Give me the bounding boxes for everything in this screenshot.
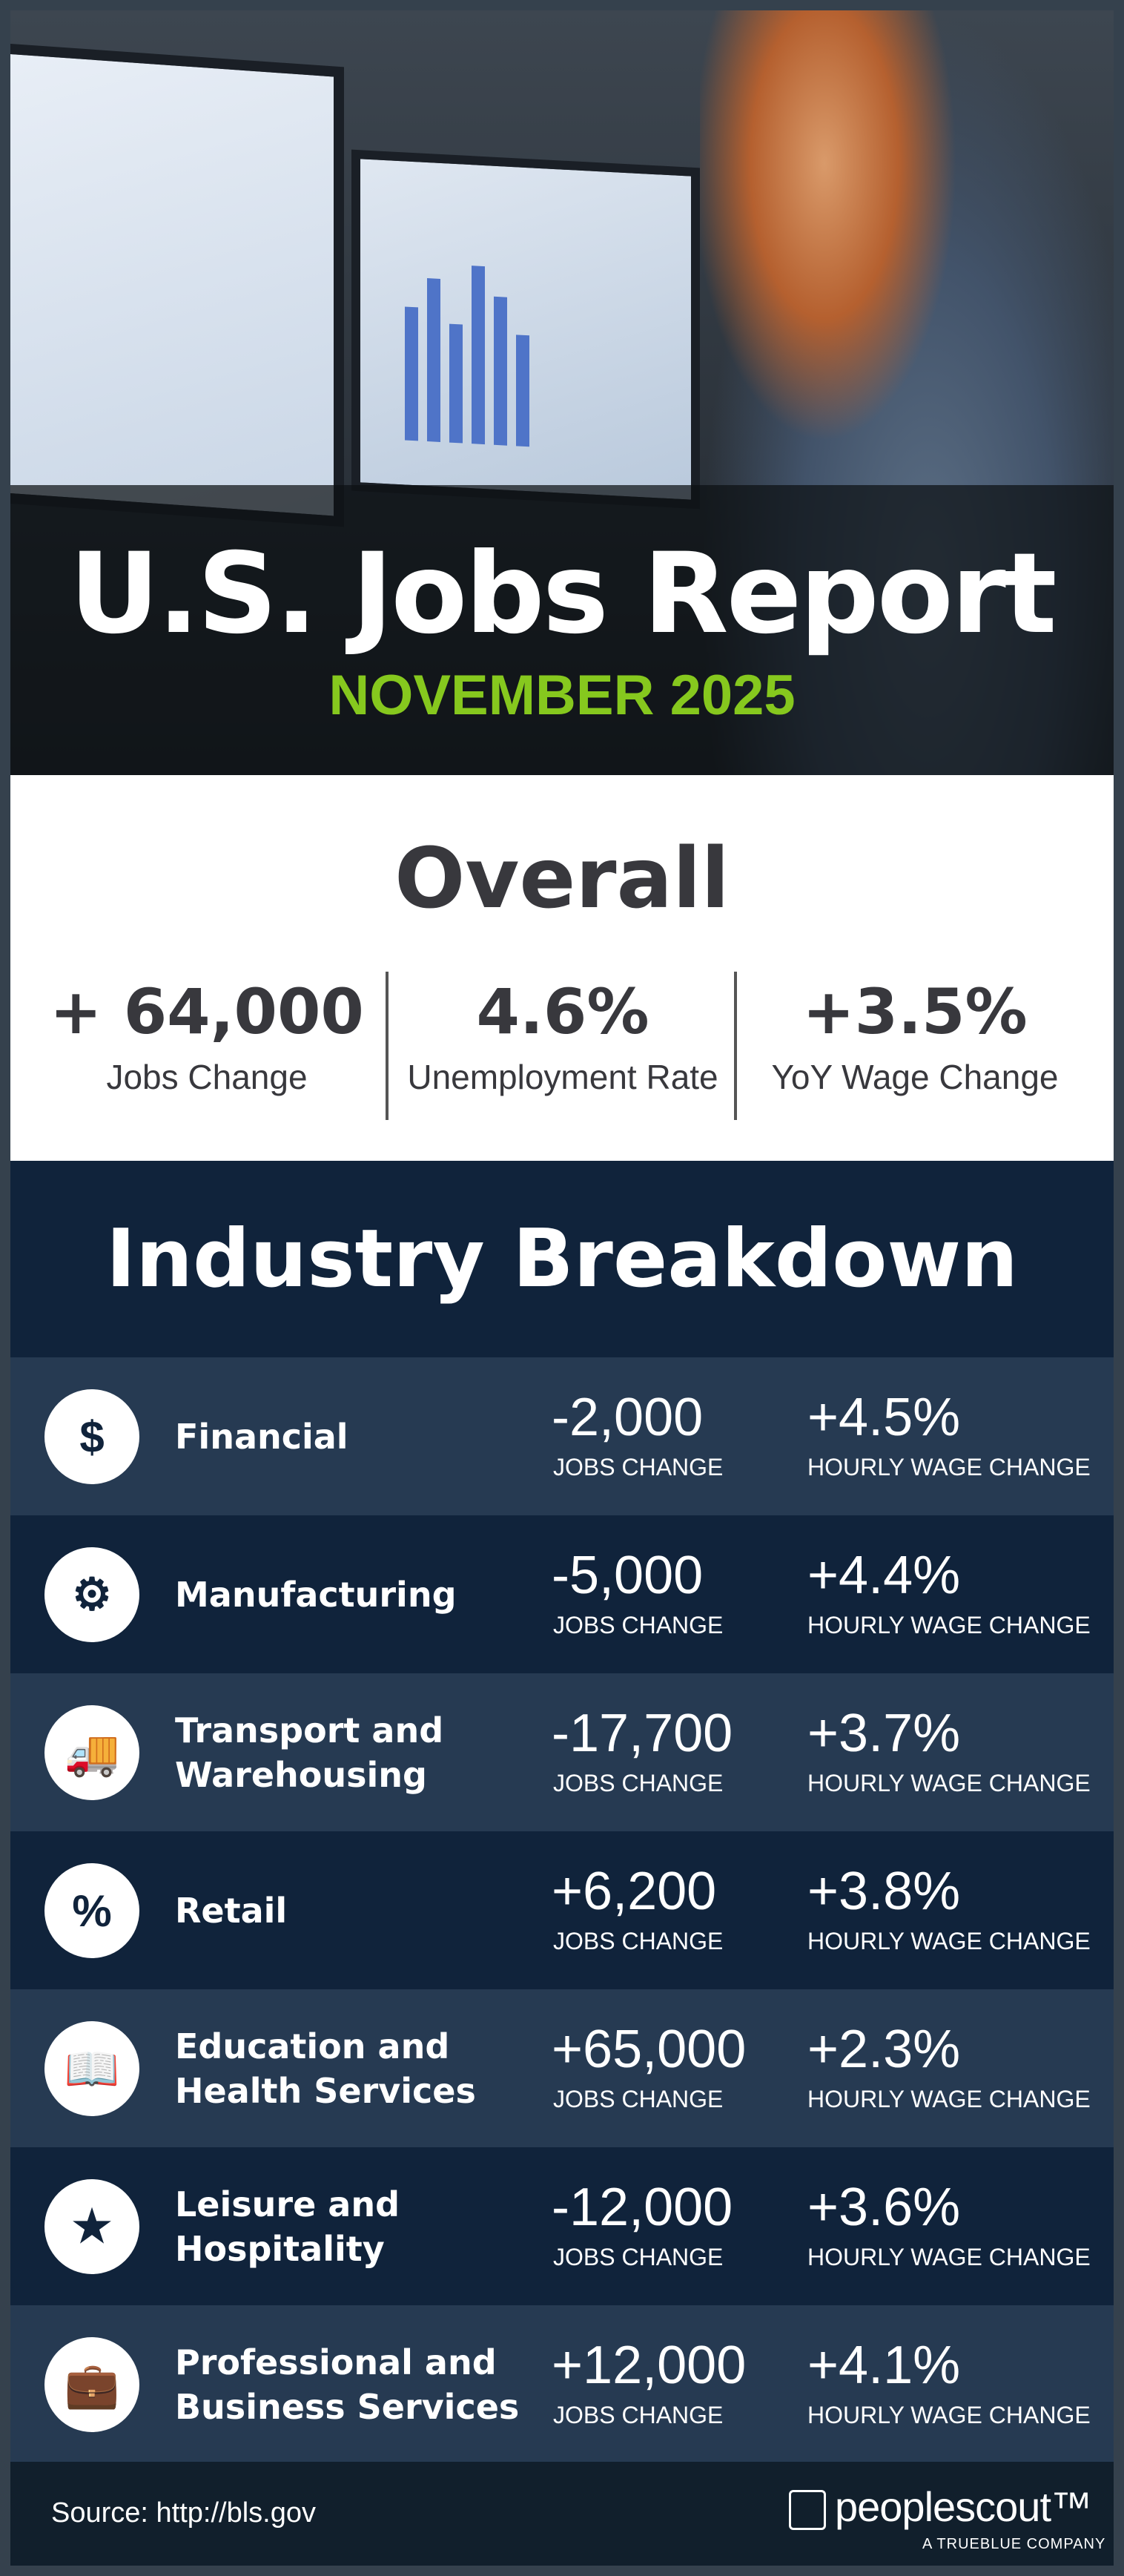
divider	[386, 972, 389, 1120]
wage-change-value: +4.1%	[807, 2336, 961, 2395]
jobs-change-value: -2,000	[552, 1388, 704, 1447]
source-text: Source: http://bls.gov	[51, 2497, 316, 2529]
footer: Source: http://bls.gov peoplescout™ A TR…	[10, 2462, 1114, 2566]
stat-unemployment: 4.6% Unemployment Rate	[389, 975, 737, 1097]
price-tag-icon: %	[44, 1863, 139, 1958]
industry-name: Education and Health Services	[175, 2026, 476, 2111]
wage-change-value: +3.8%	[807, 1862, 961, 1921]
stat-label: YoY Wage Change	[771, 1058, 1059, 1096]
hero-photo: U.S. Jobs Report NOVEMBER 2025	[10, 10, 1114, 775]
stat-value: + 64,000	[50, 975, 364, 1048]
industry-row: 💼 Professional and Business Services +12…	[10, 2305, 1114, 2463]
jobs-change-label: JOBS CHANGE	[553, 2244, 724, 2270]
page-title: U.S. Jobs Report	[69, 530, 1057, 659]
jobs-change-value: -5,000	[552, 1546, 704, 1605]
stat-label: Unemployment Rate	[407, 1058, 718, 1096]
wage-change-label: HOURLY WAGE CHANGE	[807, 1928, 1091, 1954]
jobs-change-value: -12,000	[552, 2178, 733, 2237]
overall-title: Overall	[394, 831, 730, 927]
wage-change-label: HOURLY WAGE CHANGE	[807, 1454, 1091, 1480]
industry-title: Industry Breakdown	[10, 1161, 1114, 1357]
jobs-change-label: JOBS CHANGE	[553, 1454, 724, 1480]
wage-change-value: +3.7%	[807, 1704, 961, 1763]
jobs-change-value: -17,700	[552, 1704, 733, 1763]
stat-jobs: + 64,000 Jobs Change	[33, 975, 381, 1097]
bed-stars-icon: ★	[44, 2179, 139, 2274]
overall-section: Overall + 64,000 Jobs Change 4.6% Unemploy…	[10, 775, 1114, 1161]
jobs-change-value: +65,000	[552, 2020, 747, 2079]
jobs-change-label: JOBS CHANGE	[553, 2086, 724, 2112]
industry-name: Transport and Warehousing	[175, 1710, 444, 1795]
industry-row: ⚙ Manufacturing -5,000 JOBS CHANGE +4.4%…	[10, 1515, 1114, 1673]
truck-icon: 🚚	[44, 1705, 139, 1800]
gear-wrench-icon: ⚙	[44, 1547, 139, 1642]
jobs-change-value: +6,200	[552, 1862, 717, 1921]
industry-name: Retail	[175, 1890, 288, 1931]
industry-row: ★ Leisure and Hospitality -12,000 JOBS C…	[10, 2147, 1114, 2305]
wage-change-value: +4.4%	[807, 1546, 961, 1605]
wage-change-value: +4.5%	[807, 1388, 961, 1447]
wage-change-label: HOURLY WAGE CHANGE	[807, 2244, 1091, 2270]
industry-row: % Retail +6,200 JOBS CHANGE +3.8% HOURLY…	[10, 1831, 1114, 1989]
jobs-change-label: JOBS CHANGE	[553, 2402, 724, 2428]
monitor-image	[351, 149, 700, 510]
jobs-change-label: JOBS CHANGE	[553, 1928, 724, 1954]
logo-mark-icon	[789, 2490, 826, 2531]
jobs-change-label: JOBS CHANGE	[553, 1612, 724, 1638]
peoplescout-logo: peoplescout™	[789, 2483, 1092, 2531]
industry-name: Financial	[175, 1416, 348, 1457]
report-month: NOVEMBER 2025	[328, 664, 796, 727]
wage-change-label: HOURLY WAGE CHANGE	[807, 1770, 1091, 1796]
industry-row: $ Financial -2,000 JOBS CHANGE +4.5% HOU…	[10, 1357, 1114, 1515]
industry-name: Manufacturing	[175, 1574, 457, 1615]
wage-change-label: HOURLY WAGE CHANGE	[807, 1612, 1091, 1638]
stat-wage: +3.5% YoY Wage Change	[741, 975, 1089, 1097]
industry-name: Professional and Business Services	[175, 2342, 520, 2427]
industry-row: 🚚 Transport and Warehousing -17,700 JOBS…	[10, 1673, 1114, 1831]
wage-change-value: +3.6%	[807, 2178, 961, 2237]
jobs-change-value: +12,000	[552, 2336, 747, 2395]
stat-label: Jobs Change	[106, 1058, 308, 1096]
industry-name: Leisure and Hospitality	[175, 2184, 400, 2269]
stat-value: 4.6%	[476, 975, 649, 1048]
logo-text: peoplescout™	[835, 2483, 1092, 2530]
wage-change-label: HOURLY WAGE CHANGE	[807, 2086, 1091, 2112]
stat-value: +3.5%	[802, 975, 1028, 1048]
money-bag-icon: $	[44, 1389, 139, 1484]
industry-row: 📖 Education and Health Services +65,000 …	[10, 1989, 1114, 2147]
jobs-change-label: JOBS CHANGE	[553, 1770, 724, 1796]
briefcase-icon: 💼	[44, 2337, 139, 2432]
book-icon: 📖	[44, 2021, 139, 2116]
monitor-image	[10, 42, 344, 527]
divider	[734, 972, 737, 1120]
wage-change-label: HOURLY WAGE CHANGE	[807, 2402, 1091, 2428]
wage-change-value: +2.3%	[807, 2020, 961, 2079]
logo-tagline: A TRUEBLUE COMPANY	[922, 2536, 1106, 2552]
